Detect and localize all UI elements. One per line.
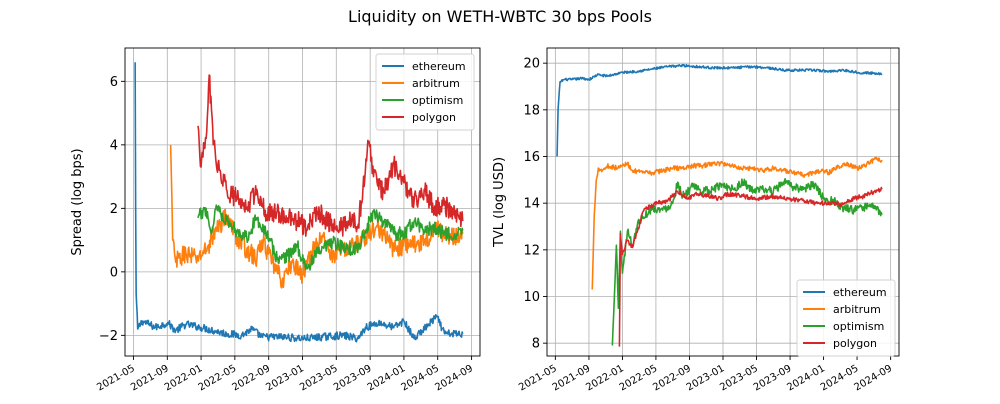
figure-title: Liquidity on WETH-WBTC 30 bps Pools bbox=[348, 7, 652, 26]
y-tick-label: 8 bbox=[532, 337, 540, 352]
legend-label-ethereum: ethereum bbox=[833, 286, 887, 299]
series-line-optimism bbox=[611, 178, 883, 346]
y-tick-label: 18 bbox=[523, 103, 540, 118]
series-lines bbox=[134, 62, 464, 343]
y-tick-label: 16 bbox=[523, 150, 540, 165]
x-tick-label: 2024-09 bbox=[852, 363, 894, 393]
series-line-ethereum bbox=[134, 62, 464, 343]
legend-box bbox=[796, 279, 896, 357]
series-line-arbitrum bbox=[169, 144, 464, 289]
series-line-arbitrum bbox=[591, 156, 883, 290]
x-tick-label: 2023-01 bbox=[264, 363, 306, 393]
series-line-polygon bbox=[197, 74, 464, 237]
y-tick-label: 2 bbox=[110, 202, 118, 217]
y-tick-label: 14 bbox=[523, 197, 540, 212]
x-tick-label: 2022-01 bbox=[163, 363, 205, 393]
y-tick-label: 0 bbox=[110, 265, 118, 280]
legend-label-arbitrum: arbitrum bbox=[833, 303, 881, 316]
legend-label-polygon: polygon bbox=[412, 111, 456, 124]
y-tick-label: 10 bbox=[523, 290, 540, 305]
legend-label-ethereum: ethereum bbox=[412, 60, 466, 73]
x-tick-label: 2024-01 bbox=[366, 363, 408, 393]
legend-label-polygon: polygon bbox=[833, 337, 877, 350]
x-tick-label: 2021-09 bbox=[129, 363, 171, 393]
x-tick-label: 2022-05 bbox=[197, 363, 239, 393]
x-tick-label: 2023-09 bbox=[332, 363, 374, 393]
y-axis-label: TVL (log USD) bbox=[492, 157, 507, 248]
spread-chart: 2021-052021-092022-012022-052022-092023-… bbox=[70, 47, 481, 393]
x-tick-label: 2023-05 bbox=[298, 363, 340, 393]
y-axis-label: Spread (log bps) bbox=[70, 148, 85, 255]
y-tick-label: −2 bbox=[99, 329, 118, 344]
legend-label-arbitrum: arbitrum bbox=[412, 77, 460, 90]
x-tick-label: 2024-05 bbox=[400, 363, 442, 393]
legend: ethereum arbitrum optimism polygon bbox=[375, 53, 475, 131]
x-tick-label: 2024-09 bbox=[433, 363, 475, 393]
y-tick-label: 6 bbox=[110, 75, 118, 90]
x-tick-label: 2022-09 bbox=[231, 363, 273, 393]
x-tick-label: 2021-05 bbox=[95, 363, 137, 393]
legend-label-optimism: optimism bbox=[833, 320, 884, 333]
legend: ethereum arbitrum optimism polygon bbox=[796, 279, 896, 357]
y-tick-label: 12 bbox=[523, 243, 540, 258]
series-lines bbox=[556, 63, 883, 347]
y-tick-label: 20 bbox=[523, 57, 540, 72]
tvl-chart: 2021-052021-092022-012022-052022-092023-… bbox=[492, 47, 900, 393]
legend-box bbox=[375, 53, 475, 131]
series-line-ethereum bbox=[556, 63, 883, 157]
series-line-polygon bbox=[618, 186, 883, 347]
legend-label-optimism: optimism bbox=[412, 94, 463, 107]
y-tick-label: 4 bbox=[110, 138, 118, 153]
series-line-optimism bbox=[197, 204, 464, 271]
